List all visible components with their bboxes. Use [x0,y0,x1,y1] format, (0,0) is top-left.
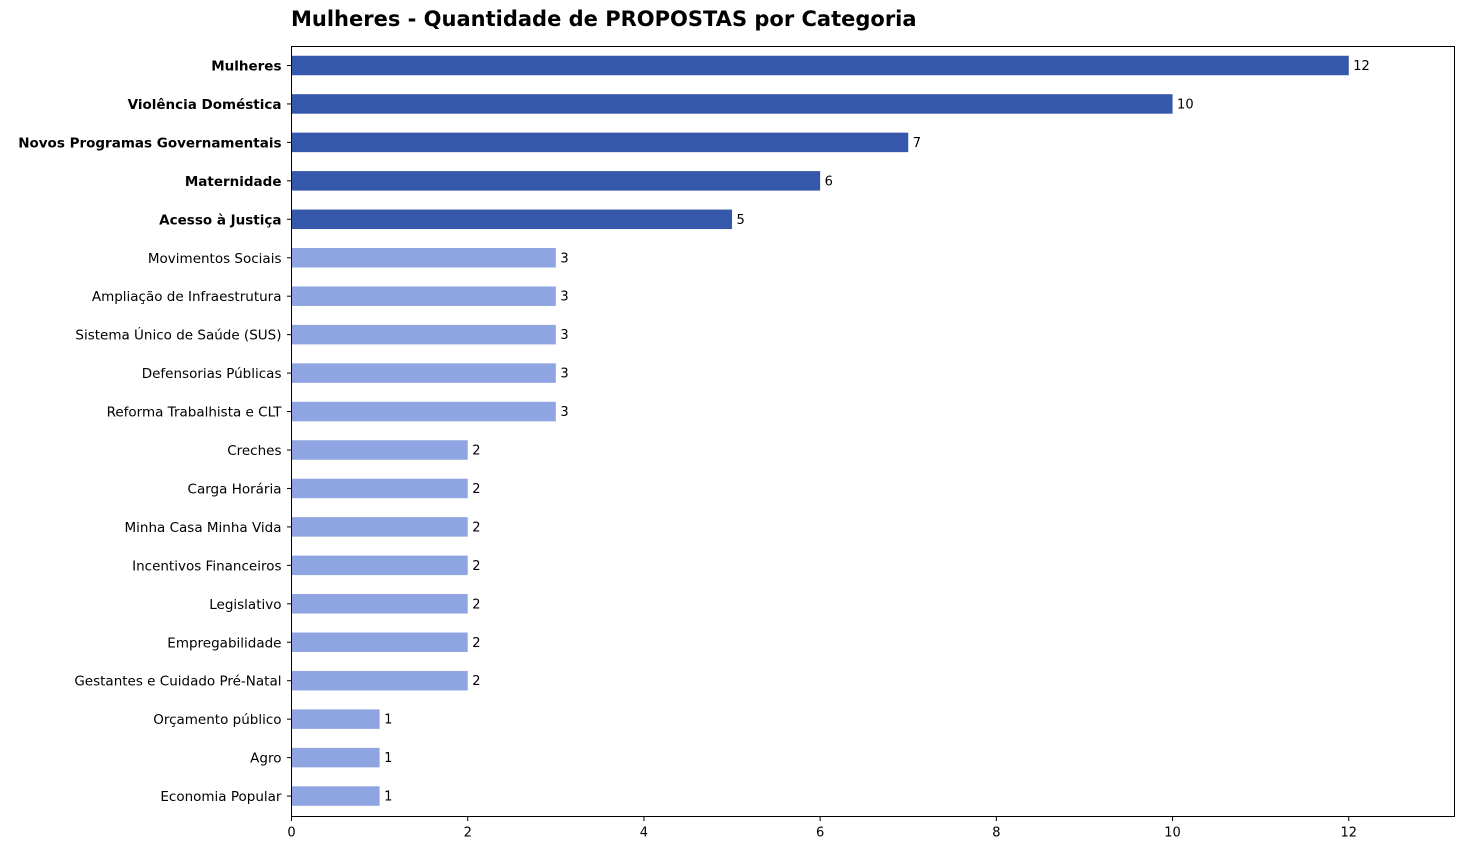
bar-violencia-domestica [291,94,1173,114]
value-label-reforma-trabalhista-e-clt: 3 [560,405,568,420]
value-label-sistema-unico-de-saude-sus: 3 [560,328,568,343]
category-label-defensorias-publicas: Defensorias Públicas [142,366,282,382]
category-label-economia-popular: Economia Popular [160,789,282,805]
category-label-gestantes-e-cuidado-pre-natal: Gestantes e Cuidado Pré-Natal [74,674,281,690]
bar-defensorias-publicas [291,363,556,383]
value-label-economia-popular: 1 [384,790,392,805]
category-label-maternidade: Maternidade [185,174,282,190]
bar-movimentos-sociais [291,248,556,268]
bar-legislativo [291,594,468,614]
bar-reforma-trabalhista-e-clt [291,401,556,422]
x-tick-label: 0 [287,826,295,841]
bar-maternidade [291,171,821,191]
value-label-mulheres: 12 [1353,59,1370,74]
value-label-violencia-domestica: 10 [1177,97,1194,112]
category-label-novos-programas-governamentais: Novos Programas Governamentais [18,135,281,151]
category-label-violencia-domestica: Violência Doméstica [128,97,282,113]
x-tick-label: 12 [1340,826,1357,841]
bar-carga-horaria [291,478,468,499]
x-tick-label: 8 [992,826,1000,841]
category-label-empregabilidade: Empregabilidade [167,635,281,651]
plot-frame [291,46,1455,817]
category-label-movimentos-sociais: Movimentos Sociais [148,251,282,267]
value-label-minha-casa-minha-vida: 2 [472,520,480,535]
bar-creches [291,440,468,460]
category-label-creches: Creches [227,443,281,459]
value-label-carga-horaria: 2 [472,482,480,497]
category-label-ampliacao-de-infraestrutura: Ampliação de Infraestrutura [92,289,282,305]
category-label-agro: Agro [250,751,281,767]
x-tick-label: 2 [464,826,472,841]
x-tick-label: 4 [640,826,648,841]
value-label-agro: 1 [384,751,392,766]
bar-ampliacao-de-infraestrutura [291,286,556,306]
category-label-carga-horaria: Carga Horária [188,481,282,497]
bar-mulheres [291,55,1349,76]
x-axis: 0 2 4 6 8 10 12 [287,816,1357,841]
value-label-acesso-a-justica: 5 [737,213,745,228]
category-label-reforma-trabalhista-e-clt: Reforma Trabalhista e CLT [107,405,283,421]
bar-empregabilidade [291,632,468,652]
value-label-defensorias-publicas: 3 [560,367,568,382]
category-label-legislativo: Legislativo [209,597,281,613]
value-label-orcamento-publico: 1 [384,713,392,728]
value-label-ampliacao-de-infraestrutura: 3 [560,290,568,305]
value-label-creches: 2 [472,444,480,459]
bar-agro [291,747,380,768]
value-label-empregabilidade: 2 [472,636,480,651]
bar-incentivos-financeiros [291,555,468,576]
category-label-minha-casa-minha-vida: Minha Casa Minha Vida [125,520,282,536]
bar-gestantes-e-cuidado-pre-natal [291,670,468,691]
value-label-gestantes-e-cuidado-pre-natal: 2 [472,674,480,689]
value-label-legislativo: 2 [472,597,480,612]
bar-minha-casa-minha-vida [291,517,468,537]
x-tick-label: 6 [816,826,824,841]
bar-acesso-a-justica [291,209,733,230]
bar-sistema-unico-de-saude-sus [291,324,556,345]
category-label-incentivos-financeiros: Incentivos Financeiros [132,558,281,574]
value-label-incentivos-financeiros: 2 [472,559,480,574]
bars-group: 12 10 7 6 5 3 3 3 3 3 2 2 2 2 2 2 2 1 1 1 [291,55,1370,806]
value-label-novos-programas-governamentais: 7 [913,136,921,151]
category-label-acesso-a-justica: Acesso à Justiça [159,212,281,228]
category-label-mulheres: Mulheres [211,59,281,75]
chart-title: Mulheres - Quantidade de PROPOSTAS por C… [291,7,917,31]
bar-novos-programas-governamentais [291,132,909,153]
y-axis: Mulheres Violência Doméstica Novos Program… [18,59,292,805]
category-label-sistema-unico-de-saude-sus: Sistema Único de Saúde (SUS) [75,326,281,344]
x-tick-label: 10 [1164,826,1181,841]
bar-economia-popular [291,786,380,806]
category-label-orcamento-publico: Orçamento público [153,712,281,728]
value-label-movimentos-sociais: 3 [560,251,568,266]
bar-orcamento-publico [291,709,380,729]
value-label-maternidade: 6 [825,174,833,189]
